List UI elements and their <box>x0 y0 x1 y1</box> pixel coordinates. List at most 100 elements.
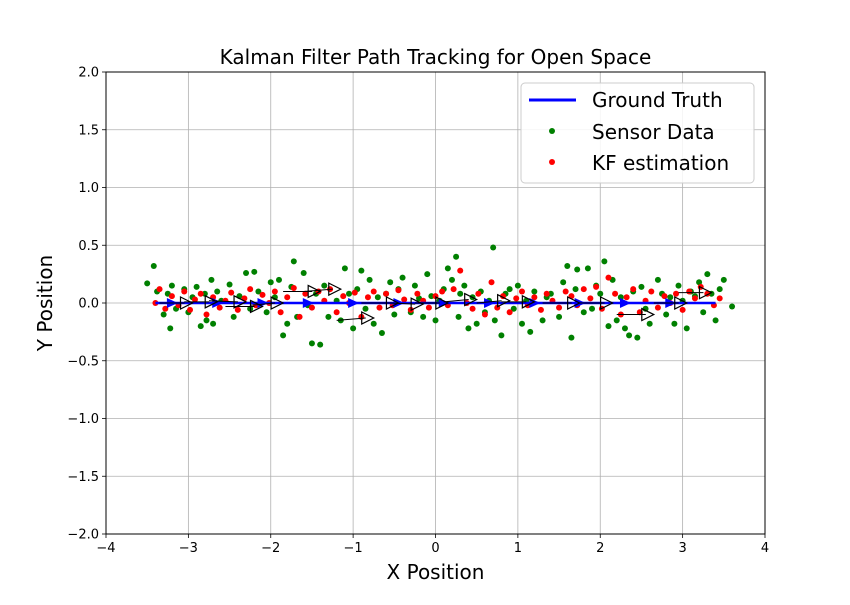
x-axis-label: X Position <box>387 560 485 584</box>
kf-estimation-point <box>425 304 432 311</box>
sensor-data-point <box>251 268 258 275</box>
sensor-data-point <box>617 294 624 301</box>
kf-estimation-point <box>197 290 204 297</box>
kf-estimation-point <box>562 288 569 295</box>
sensor-data-point <box>574 266 581 273</box>
sensor-data-point <box>255 288 262 295</box>
kf-estimation-point <box>181 288 188 295</box>
kf-estimation-point <box>351 289 358 296</box>
kf-estimation-point <box>450 286 457 293</box>
sensor-data-point <box>391 311 398 318</box>
sensor-data-point <box>203 317 210 324</box>
legend-sensor-data-label: Sensor Data <box>592 120 715 144</box>
sensor-data-point <box>214 288 221 295</box>
annotation-arrow-head <box>270 296 285 310</box>
kf-estimation-point <box>247 286 254 293</box>
sensor-data-point <box>374 294 381 301</box>
sensor-data-point <box>378 330 385 337</box>
sensor-data-point <box>144 280 151 287</box>
x-tick-label: 3 <box>678 541 686 556</box>
sensor-data-point <box>568 334 575 341</box>
y-tick-label: −1.5 <box>67 470 99 485</box>
y-tick-label: −2.0 <box>67 528 99 543</box>
sensor-data-point <box>308 340 315 347</box>
kf-estimation-point <box>277 309 284 316</box>
sensor-data-point <box>226 281 233 288</box>
sensor-data-point <box>584 265 591 272</box>
sensor-data-point <box>230 313 237 320</box>
sensor-data-point <box>300 269 307 276</box>
kf-estimation-point <box>296 313 303 320</box>
annotation-arrow-head <box>600 296 614 310</box>
sensor-data-point <box>490 244 497 251</box>
kf-estimation-point <box>556 304 563 311</box>
kf-estimation-point <box>513 295 520 302</box>
kf-estimation-point <box>716 295 723 302</box>
kf-estimation-point <box>308 304 315 311</box>
sensor-data-point <box>597 290 604 297</box>
x-tick-label: 0 <box>431 541 439 556</box>
annotation-arrow-head <box>385 296 400 310</box>
y-tick-label: −0.5 <box>67 354 99 369</box>
kf-estimation-point <box>543 290 550 297</box>
sensor-data-point <box>473 320 480 327</box>
kf-estimation-point <box>686 288 693 295</box>
x-tick-label: −3 <box>179 541 198 556</box>
sensor-data-point <box>589 305 596 312</box>
sensor-data-point <box>491 317 498 324</box>
annotation-arrow-head <box>435 296 450 310</box>
kf-estimation-point <box>376 304 383 311</box>
annotation-arrow-shaft <box>303 288 333 292</box>
kf-estimation-point <box>488 279 495 286</box>
kf-estimation-point <box>216 304 223 311</box>
sensor-data-point <box>663 311 670 318</box>
sensor-data-point <box>638 283 645 290</box>
annotation-arrow-shaft <box>208 300 239 303</box>
sensor-data-point <box>325 313 332 320</box>
sensor-data-point <box>704 271 711 278</box>
sensor-data-point <box>428 293 435 300</box>
y-axis-label: Y Position <box>33 255 57 352</box>
annotation-arrow-head <box>497 293 511 308</box>
y-tick-label: 1.5 <box>78 123 99 138</box>
annotation-arrow-head <box>521 294 536 309</box>
y-tick-label: 0.5 <box>78 239 99 254</box>
sensor-data-point <box>455 313 462 320</box>
sensor-data-point <box>208 276 215 283</box>
sensor-data-point <box>531 288 538 295</box>
y-tick-label: −1.0 <box>67 412 99 427</box>
kf-estimation-point <box>271 288 278 295</box>
kf-estimation-point <box>691 295 698 302</box>
sensor-data-point <box>350 325 357 332</box>
sensor-data-point <box>683 325 690 332</box>
kf-estimation-point <box>439 288 446 295</box>
ground-truth-direction-marker <box>619 298 631 308</box>
sensor-data-point <box>539 317 546 324</box>
sensor-data-point <box>457 290 464 297</box>
sensor-data-point <box>370 320 377 327</box>
y-tick-label: 2.0 <box>78 66 99 81</box>
kf-estimation-point <box>162 305 169 312</box>
kf-estimation-point <box>383 290 390 297</box>
kf-estimation-point <box>395 287 402 294</box>
kf-estimation-point <box>587 295 594 302</box>
sensor-data-point <box>201 290 208 297</box>
sensor-data-point <box>210 320 217 327</box>
sensor-data-point <box>621 325 628 332</box>
y-tick-label: 0.0 <box>78 297 99 312</box>
x-tick-label: 2 <box>596 541 604 556</box>
annotation-arrow-head <box>361 311 376 325</box>
sensor-data-point <box>150 263 157 270</box>
kf-estimation-point <box>623 294 630 301</box>
sensor-data-point <box>605 323 612 330</box>
sensor-data-point <box>700 309 707 316</box>
annotation-arrow-head <box>641 307 656 322</box>
sensor-data-point <box>564 263 571 270</box>
sensor-data-point <box>275 276 282 283</box>
sensor-data-point <box>263 309 270 316</box>
annotation-arrow-head <box>249 299 264 314</box>
sensor-data-point <box>514 282 521 289</box>
sensor-data-point <box>506 286 513 293</box>
annotation-arrow-head <box>698 285 713 300</box>
sensor-data-point <box>193 283 200 290</box>
